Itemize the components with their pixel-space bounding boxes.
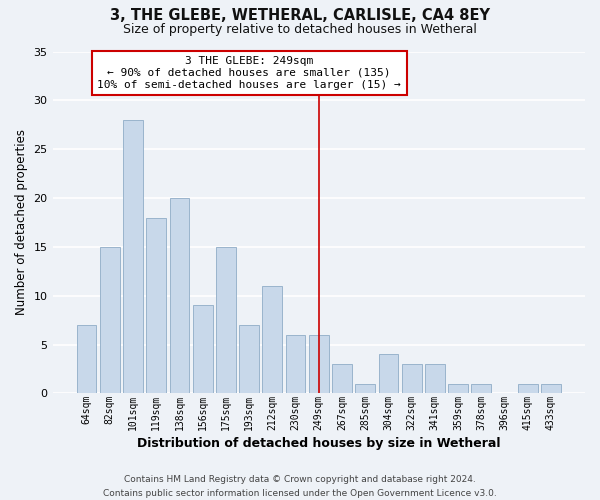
Bar — [472, 384, 491, 394]
Bar — [146, 218, 166, 394]
Bar — [100, 247, 119, 394]
Bar — [332, 364, 352, 394]
Bar — [518, 384, 538, 394]
Bar — [286, 335, 305, 394]
Text: Size of property relative to detached houses in Wetheral: Size of property relative to detached ho… — [123, 22, 477, 36]
Bar — [262, 286, 282, 394]
Bar — [402, 364, 422, 394]
Bar — [170, 198, 190, 394]
Bar — [193, 306, 212, 394]
Text: 3, THE GLEBE, WETHERAL, CARLISLE, CA4 8EY: 3, THE GLEBE, WETHERAL, CARLISLE, CA4 8E… — [110, 8, 490, 22]
Bar — [216, 247, 236, 394]
Bar — [379, 354, 398, 394]
Bar — [123, 120, 143, 394]
Bar — [239, 325, 259, 394]
Text: Contains HM Land Registry data © Crown copyright and database right 2024.
Contai: Contains HM Land Registry data © Crown c… — [103, 476, 497, 498]
Bar — [448, 384, 468, 394]
Bar — [355, 384, 375, 394]
Bar — [541, 384, 561, 394]
Text: 3 THE GLEBE: 249sqm
← 90% of detached houses are smaller (135)
10% of semi-detac: 3 THE GLEBE: 249sqm ← 90% of detached ho… — [97, 56, 401, 90]
Bar — [425, 364, 445, 394]
Bar — [77, 325, 97, 394]
X-axis label: Distribution of detached houses by size in Wetheral: Distribution of detached houses by size … — [137, 437, 500, 450]
Bar — [309, 335, 329, 394]
Y-axis label: Number of detached properties: Number of detached properties — [15, 130, 28, 316]
